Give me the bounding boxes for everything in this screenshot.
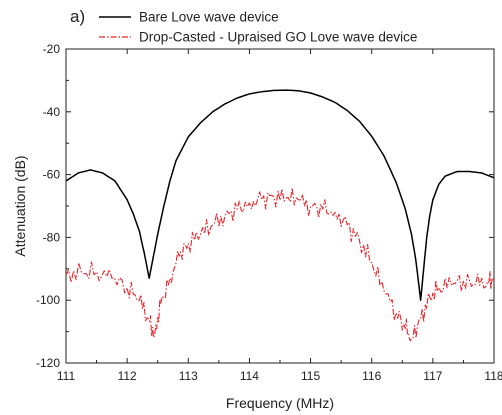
- y-tick-label: -20: [43, 42, 61, 56]
- y-tick-label: -100: [36, 293, 60, 307]
- legend-label-bare: Bare Love wave device: [139, 10, 279, 25]
- x-tick-label: 114: [240, 369, 259, 383]
- x-axis-title: Frequency (MHz): [226, 395, 334, 411]
- x-tick-label: 111: [57, 369, 76, 383]
- x-tick-labels: 111 112 113 114 115 116 117 118: [57, 369, 502, 383]
- x-tick-label: 118: [484, 369, 502, 383]
- x-tick-label: 113: [179, 369, 198, 383]
- x-tick-label: 115: [301, 369, 320, 383]
- x-tick-label: 117: [423, 369, 442, 383]
- series-line-bare-device: [65, 89, 495, 301]
- y-tick-label: -40: [43, 105, 61, 119]
- y-axis-title: Attenuation (dB): [12, 155, 28, 256]
- x-tick-label: 112: [118, 369, 137, 383]
- y-tick-labels: -20 -40 -60 -80 -100 -120: [36, 42, 60, 370]
- y-tick-label: -80: [43, 230, 61, 244]
- legend-label-go: Drop-Casted - Upraised GO Love wave devi…: [139, 30, 417, 45]
- y-tick-label: -120: [36, 356, 60, 370]
- x-tick-label: 116: [362, 369, 381, 383]
- series-line-go-device: [65, 187, 495, 342]
- panel-label: a): [70, 7, 85, 26]
- series-layer: [65, 89, 495, 342]
- y-tick-label: -60: [43, 168, 61, 182]
- axis-ticks: [65, 48, 495, 364]
